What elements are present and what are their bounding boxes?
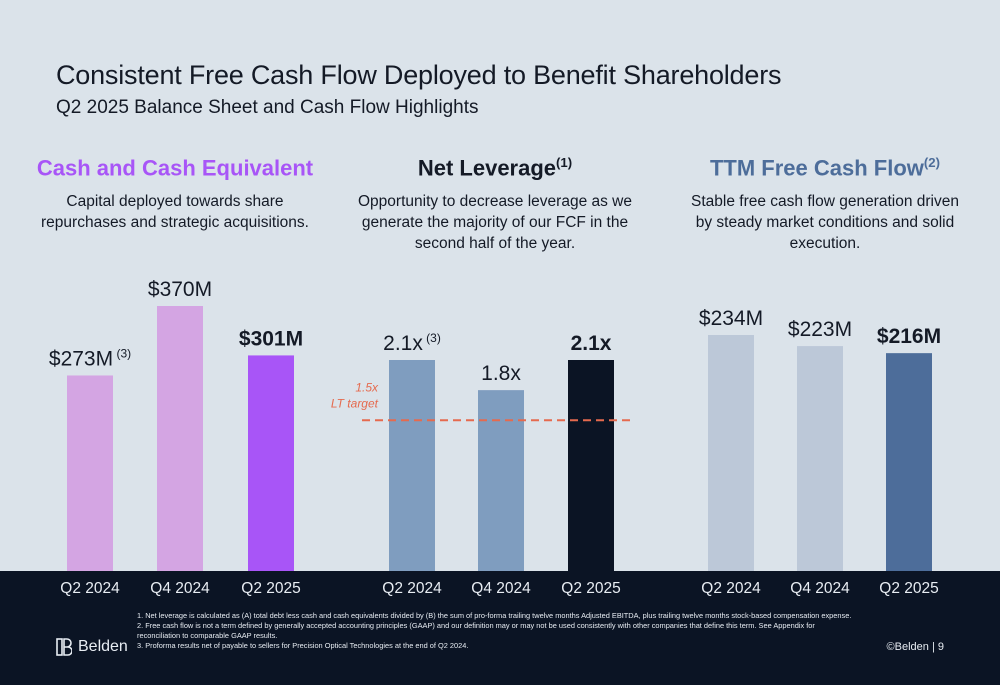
data-label-2-0: $234M — [699, 307, 763, 330]
tick-label-1-2: Q2 2025 — [561, 580, 620, 597]
data-label-0-0: $273M (3) — [49, 346, 131, 370]
panel-heading-text: TTM Free Cash Flow — [709, 155, 924, 181]
panel-heading-sup: (2) — [923, 155, 941, 170]
page-subtitle: Q2 2025 Balance Sheet and Cash Flow High… — [56, 97, 479, 118]
panel-description-cash: Capital deployed towards share repurchas… — [41, 193, 309, 231]
footnote-1: 1. Net leverage is calculated as (A) tot… — [137, 611, 852, 620]
tick-label-1-0: Q2 2024 — [382, 580, 442, 597]
footnote-2: 2. Free cash flow is not a term defined … — [137, 621, 815, 640]
page-title: Consistent Free Cash Flow Deployed to Be… — [56, 60, 782, 90]
bar-1-2 — [568, 360, 614, 571]
bar-2-1 — [797, 346, 843, 571]
bar-0-1 — [157, 306, 203, 571]
data-label-2-2: $216M — [877, 325, 941, 348]
data-label-1-0: 2.1x (3) — [383, 331, 441, 355]
panel-heading-cash: Cash and Cash Equivalent — [20, 155, 330, 181]
tick-label-2-2: Q2 2025 — [879, 580, 938, 597]
tick-label-0-0: Q2 2024 — [60, 580, 120, 597]
belden-logo: Belden — [56, 638, 128, 656]
bar-1-1 — [478, 390, 524, 571]
data-label-1-2: 2.1x — [571, 332, 612, 355]
panel-heading-text: Net Leverage — [417, 155, 557, 181]
tick-label-2-0: Q2 2024 — [701, 580, 761, 597]
data-label-2-1: $223M — [788, 318, 852, 341]
panel-heading-leverage: Net Leverage(1) — [340, 155, 650, 181]
data-label-0-2: $301M — [239, 327, 303, 350]
bar-0-2 — [248, 355, 294, 571]
data-label-sup: (3) — [113, 346, 131, 360]
lt-target-value: 1.5x — [355, 380, 379, 394]
tick-label-0-2: Q2 2025 — [241, 580, 300, 597]
belden-logo-icon — [56, 638, 72, 656]
page-number: ©Belden | 9 — [886, 641, 944, 653]
bar-2-0 — [708, 335, 754, 571]
belden-logo-text: Belden — [78, 638, 128, 655]
footnote-3: 3. Proforma results net of payable to se… — [137, 641, 469, 650]
panel-description-fcf: Stable free cash flow generation driven … — [691, 193, 959, 252]
bottom-band — [0, 571, 1000, 685]
data-label-sup: (3) — [423, 331, 441, 345]
bar-1-0 — [389, 360, 435, 571]
panel-heading-sup: (1) — [556, 155, 573, 170]
lt-target-label: LT target — [331, 396, 379, 410]
panel-heading-fcf: TTM Free Cash Flow(2) — [670, 155, 980, 181]
bar-2-2 — [886, 353, 932, 571]
panel-heading-text: Cash and Cash Equivalent — [36, 155, 314, 181]
bar-0-0 — [67, 375, 113, 571]
panel-description-leverage: Opportunity to decrease leverage as we g… — [358, 193, 632, 252]
tick-label-0-1: Q4 2024 — [150, 580, 210, 597]
tick-label-1-1: Q4 2024 — [471, 580, 531, 597]
data-label-1-1: 1.8x — [481, 362, 521, 385]
footnotes: 1. Net leverage is calculated as (A) tot… — [137, 611, 857, 651]
data-label-0-1: $370M — [148, 278, 212, 301]
tick-label-2-1: Q4 2024 — [790, 580, 850, 597]
